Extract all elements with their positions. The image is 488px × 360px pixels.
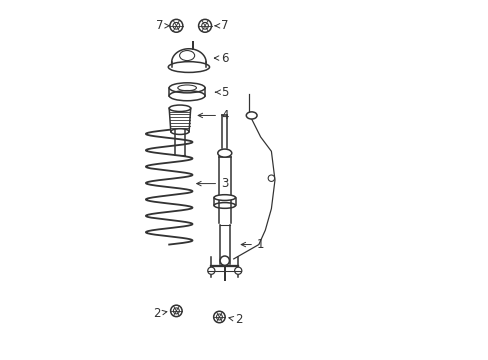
Text: 7: 7 xyxy=(156,19,169,32)
Ellipse shape xyxy=(168,62,209,72)
Circle shape xyxy=(220,256,229,265)
Ellipse shape xyxy=(214,195,235,201)
Circle shape xyxy=(170,305,182,317)
Ellipse shape xyxy=(246,112,257,119)
Text: 5: 5 xyxy=(215,86,228,99)
Ellipse shape xyxy=(217,149,231,157)
Circle shape xyxy=(234,267,241,274)
Circle shape xyxy=(169,19,183,32)
Text: 4: 4 xyxy=(198,109,228,122)
Circle shape xyxy=(207,267,214,274)
Text: 1: 1 xyxy=(241,238,264,251)
Circle shape xyxy=(213,311,224,323)
Circle shape xyxy=(198,19,211,32)
Ellipse shape xyxy=(169,83,204,93)
Ellipse shape xyxy=(169,105,190,112)
Text: 2: 2 xyxy=(153,307,166,320)
Text: 7: 7 xyxy=(215,19,228,32)
Circle shape xyxy=(267,175,274,181)
Text: 2: 2 xyxy=(228,313,243,327)
Text: 3: 3 xyxy=(196,177,228,190)
Text: 6: 6 xyxy=(214,51,228,64)
